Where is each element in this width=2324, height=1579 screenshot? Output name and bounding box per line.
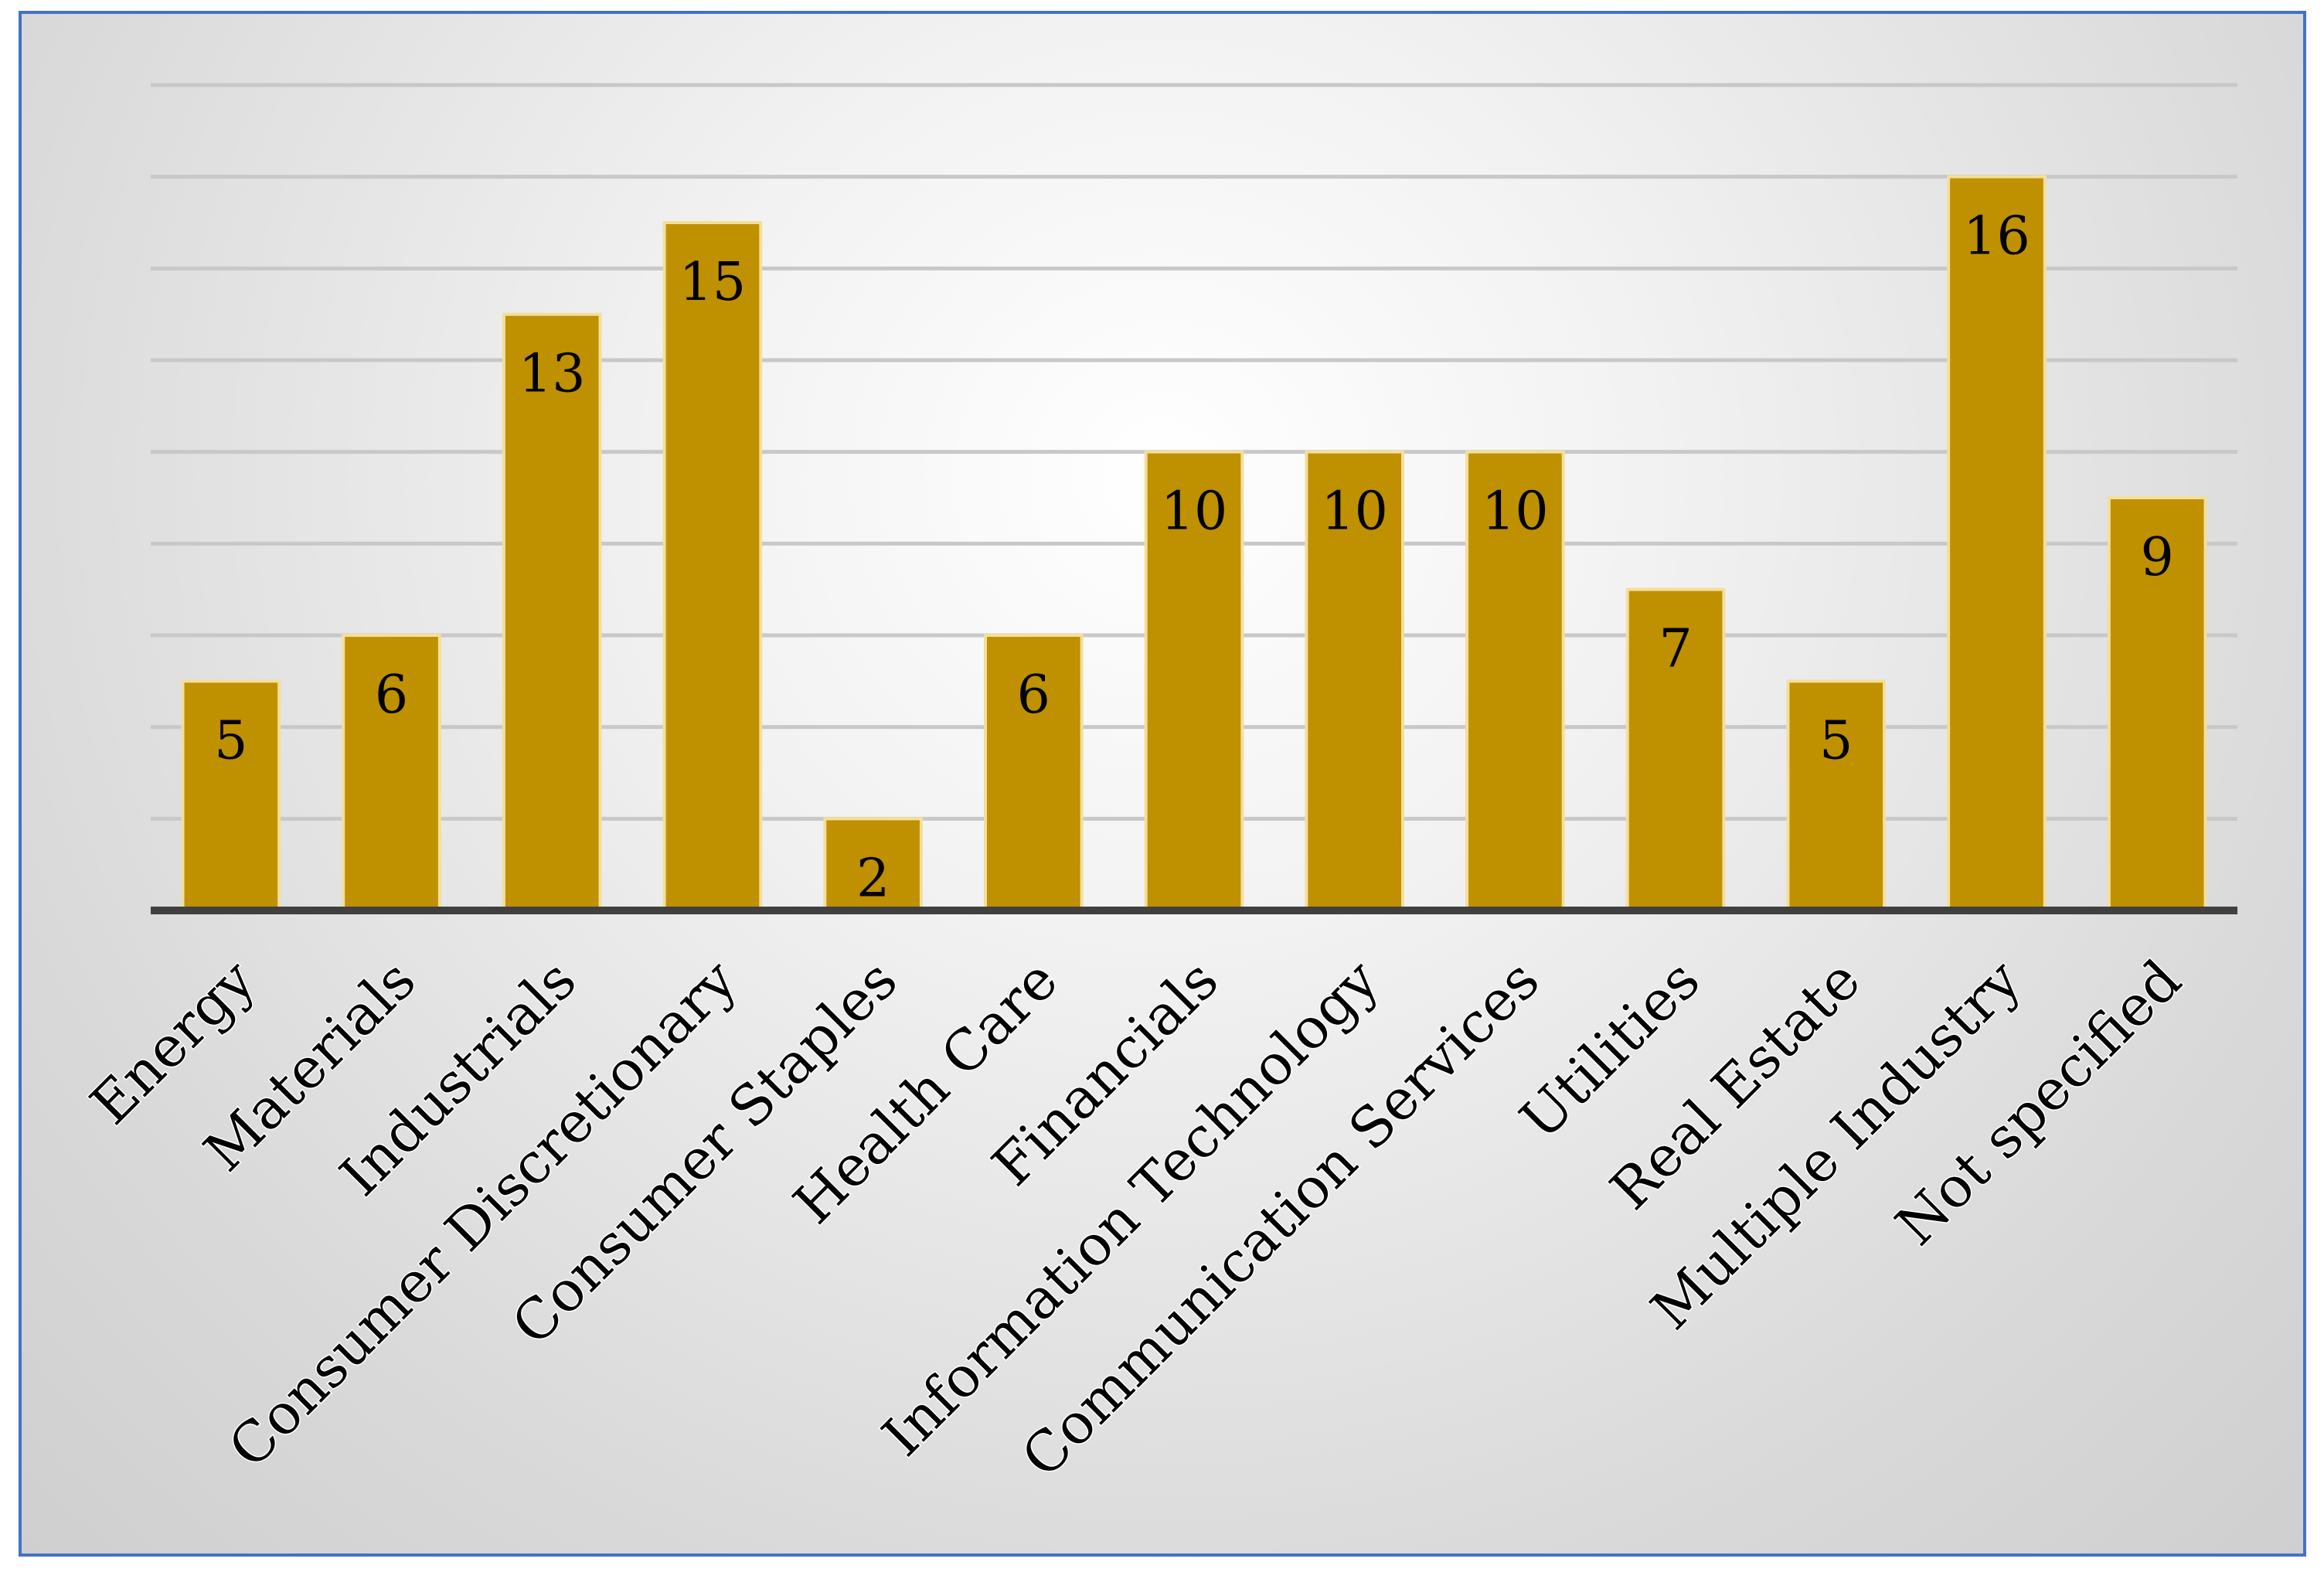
data-label: 2 — [856, 848, 890, 909]
bar-not-specified — [2107, 496, 2207, 912]
data-label: 10 — [1161, 482, 1228, 543]
data-label: 10 — [1482, 482, 1549, 543]
bar-communication-services — [1465, 450, 1565, 912]
data-label: 6 — [1017, 665, 1050, 726]
data-label: 9 — [2141, 527, 2174, 588]
bar-utilities — [1625, 587, 1726, 913]
bar-consumer-staples — [823, 817, 923, 913]
bar-information-technology — [1305, 450, 1405, 912]
data-label: 10 — [1321, 482, 1388, 543]
bar-financials — [1144, 450, 1244, 912]
data-label: 5 — [214, 710, 247, 771]
data-label: 7 — [1659, 619, 1692, 680]
data-label: 5 — [1819, 710, 1853, 771]
data-label: 6 — [375, 665, 408, 726]
data-label: 13 — [519, 344, 586, 405]
bar-industrials — [502, 312, 602, 912]
data-label: 15 — [679, 252, 747, 313]
category-label: Not specified — [1883, 948, 2194, 1258]
bar-materials — [342, 634, 441, 912]
bar-real-estate — [1786, 679, 1887, 912]
bar-multiple-industry — [1947, 175, 2047, 912]
data-label: 16 — [1963, 206, 2030, 267]
bar-consumer-discretionary — [662, 221, 763, 912]
